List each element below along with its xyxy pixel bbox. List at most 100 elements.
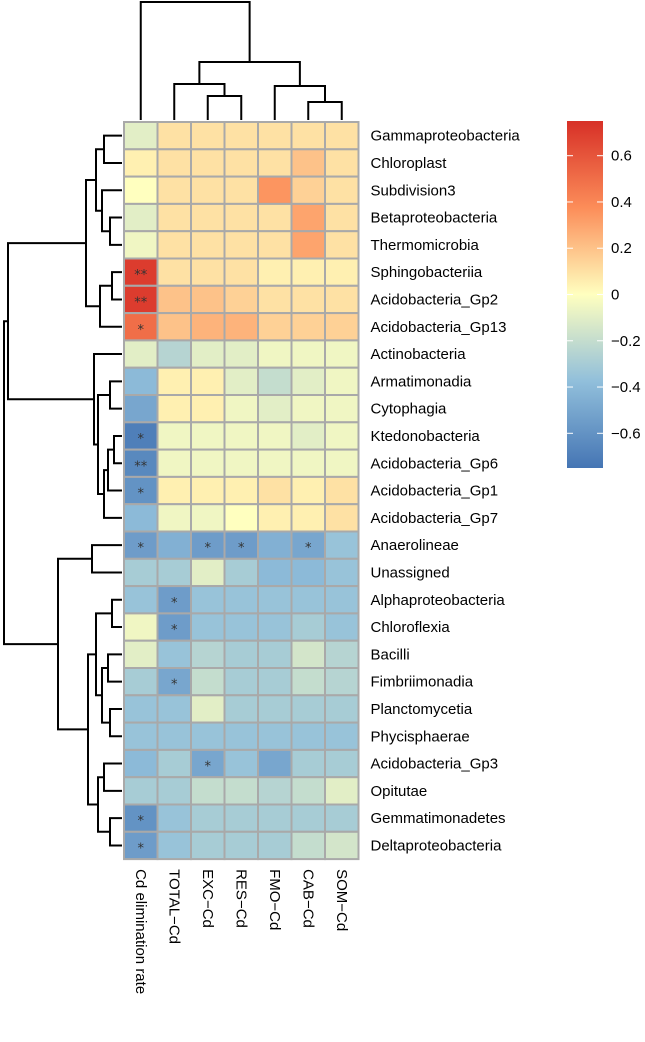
heatmap-cell [223, 748, 259, 779]
significance-mark: * [138, 432, 145, 447]
heatmap-cells [123, 121, 360, 861]
heatmap-cell [324, 394, 360, 424]
heatmap-cell [257, 803, 293, 833]
row-label: Chloroflexia [371, 619, 451, 636]
dendrogram-branch [3, 320, 58, 646]
heatmap-cell [324, 830, 360, 861]
row-label: Planctomycetia [371, 701, 473, 718]
color-legend: 0.6 0.4 0.2 0 −0.2 −0.4 −0.6 [567, 121, 641, 468]
heatmap-cell [123, 776, 159, 806]
heatmap-cell [156, 366, 192, 397]
heatmap-cell [123, 721, 159, 751]
row-label: Anaerolineae [371, 537, 459, 554]
row-label: Unassigned [371, 564, 450, 581]
heatmap-cell [223, 694, 259, 724]
heatmap-cell [324, 475, 360, 506]
heatmap-cell [123, 803, 159, 833]
heatmap-cell [190, 639, 226, 670]
heatmap-cell [257, 312, 293, 342]
heatmap-cell [190, 503, 226, 533]
heatmap-cell [123, 585, 159, 615]
heatmap-cell [223, 612, 259, 642]
heatmap-cell [156, 230, 192, 260]
heatmap-cell [190, 585, 226, 615]
dendrogram-branch [57, 557, 92, 731]
heatmap-cell [223, 121, 259, 151]
dendrogram-branch [111, 598, 122, 629]
heatmap-cell [223, 448, 259, 478]
heatmap-cell [190, 312, 226, 342]
heatmap-cell [156, 312, 192, 342]
heatmap-cell [223, 394, 259, 424]
row-label: Acidobacteria_Gp1 [371, 483, 499, 500]
heatmap-cell [223, 175, 259, 205]
heatmap-cell [257, 557, 293, 588]
dendrogram-branch [103, 134, 122, 164]
heatmap-cell [223, 148, 259, 178]
row-label: Fimbriimonadia [371, 674, 474, 691]
heatmap-cell [290, 175, 326, 205]
row-label: Alphaproteobacteria [371, 592, 506, 609]
heatmap-cell [123, 202, 159, 233]
heatmap-cell [257, 530, 293, 560]
heatmap-cell [290, 312, 326, 342]
heatmap-cell [324, 366, 360, 397]
row-label: Chloroplast [371, 155, 448, 172]
significance-mark: * [171, 623, 178, 638]
heatmap-cell [190, 175, 226, 205]
heatmap-cell [223, 557, 259, 588]
heatmap-cell [290, 475, 326, 506]
column-label: Cd elimination rate [132, 869, 149, 994]
heatmap-cell [223, 667, 259, 697]
row-label: Actinobacteria [371, 346, 467, 363]
heatmap-cell [257, 503, 293, 533]
heatmap-cell [123, 830, 159, 861]
heatmap-cell [123, 748, 159, 779]
heatmap-cell [290, 366, 326, 397]
heatmap-cell [257, 667, 293, 697]
heatmap-cell [324, 530, 360, 560]
heatmap-cell [257, 366, 293, 397]
dendrogram-branch [198, 61, 301, 86]
heatmap-cell [190, 667, 226, 697]
color-legend-ticks: 0.6 0.4 0.2 0 −0.2 −0.4 −0.6 [567, 148, 641, 442]
dendrogram-branch [107, 653, 122, 683]
heatmap-cell [324, 257, 360, 287]
significance-mark: * [138, 487, 145, 502]
heatmap-cell [324, 148, 360, 178]
heatmap-cell [190, 448, 226, 478]
heatmap-cell [156, 394, 192, 424]
heatmap-cell [156, 530, 192, 560]
dendrogram-branch [206, 95, 243, 120]
heatmap-cell [156, 121, 192, 151]
heatmap-cell [290, 339, 326, 369]
heatmap-cell [156, 803, 192, 833]
row-label: Sphingobacteriia [371, 264, 483, 281]
heatmap-cell [324, 175, 360, 205]
heatmap-cell [156, 175, 192, 205]
heatmap-cell [324, 557, 360, 588]
heatmap-cell [257, 148, 293, 178]
heatmap-cell [156, 257, 192, 287]
row-label: Cytophagia [371, 401, 448, 418]
legend-tick-label: −0.2 [611, 333, 641, 350]
heatmap-cell [257, 639, 293, 670]
heatmap-cell [190, 202, 226, 233]
column-labels: Cd elimination rate TOTAL−Cd EXC−Cd RES−Cd F… [132, 869, 350, 994]
heatmap-cell [123, 366, 159, 397]
heatmap-cell [223, 230, 259, 260]
heatmap-cell [156, 776, 192, 806]
heatmap-cell [223, 366, 259, 397]
heatmap-cell [156, 639, 192, 670]
heatmap-cell [324, 639, 360, 670]
heatmap-cell [223, 830, 259, 861]
column-label: SOM−Cd [333, 869, 350, 931]
heatmap-cell [223, 585, 259, 615]
heatmap-cell [290, 557, 326, 588]
heatmap-cell [290, 284, 326, 315]
heatmap-cell [123, 557, 159, 588]
dendrogram-branch [109, 380, 122, 410]
heatmap-cell [223, 284, 259, 315]
